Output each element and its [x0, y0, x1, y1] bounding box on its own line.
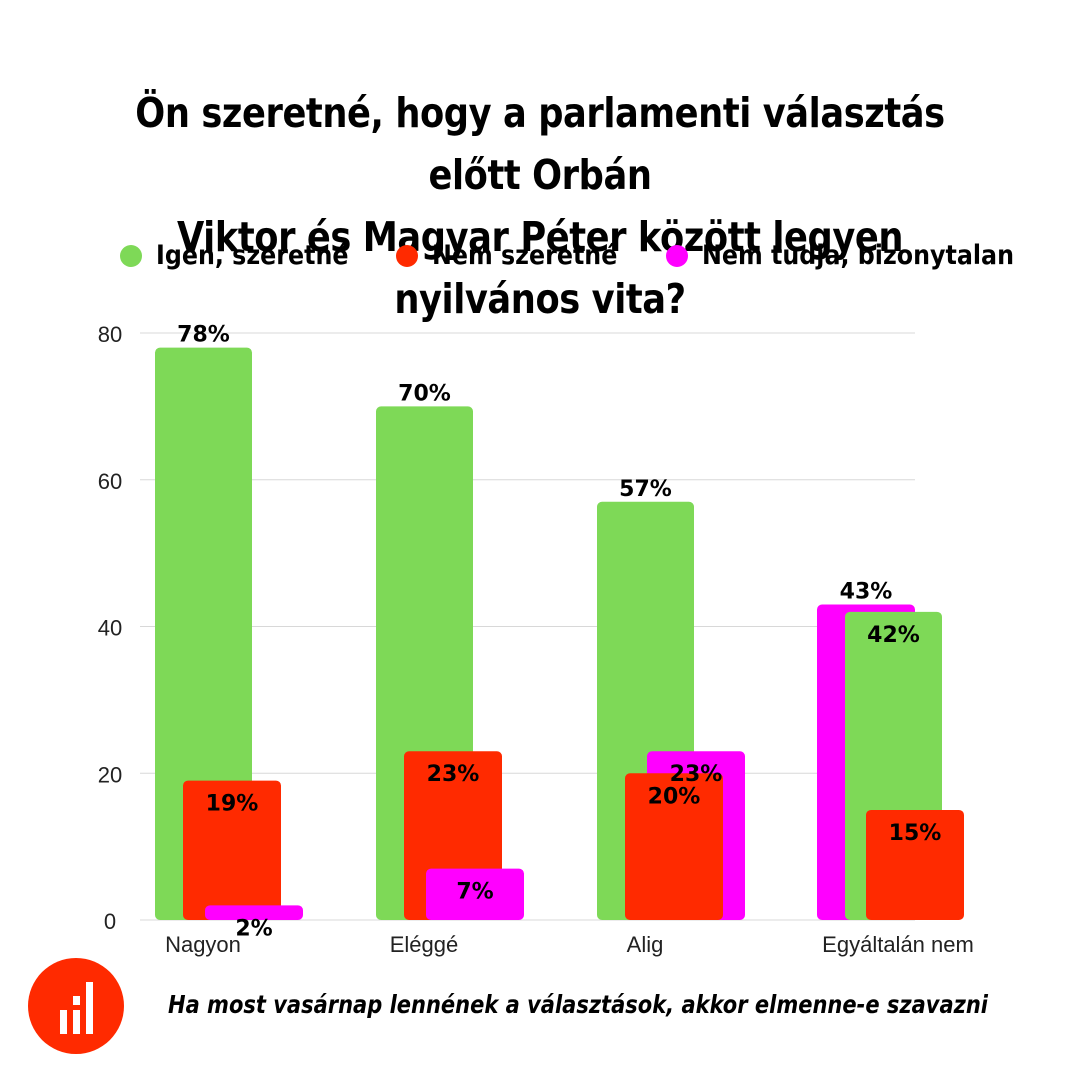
bar-nem-2: [625, 773, 723, 920]
x-tick-label: Egyáltalán nem: [822, 932, 974, 957]
data-label: 23%: [427, 762, 480, 787]
data-label: 23%: [670, 762, 723, 787]
data-label: 70%: [398, 381, 451, 406]
data-label: 43%: [840, 579, 893, 604]
legend-marker-green: [120, 244, 142, 267]
legend-item-igen: Igen, szeretné: [120, 240, 375, 271]
x-tick-label: Nagyon: [165, 932, 241, 957]
data-label: 57%: [619, 477, 672, 502]
y-tick-label: 40: [98, 616, 122, 641]
chart-title: Ön szeretné, hogy a parlamenti választás…: [93, 82, 987, 330]
y-tick-label: 80: [98, 322, 122, 347]
data-label: 20%: [648, 784, 701, 809]
bar-igen-0: [155, 347, 252, 920]
logo: [28, 958, 124, 1054]
bar-nem-3: [866, 809, 964, 920]
chart-title-line-1: Ön szeretné, hogy a parlamenti választás…: [135, 89, 945, 199]
y-tick-label: 60: [98, 469, 122, 494]
data-label: 78%: [177, 323, 230, 348]
legend-label-bizonytalan: Nem tudja, bizonytalan: [702, 240, 1014, 271]
legend-label-igen: Igen, szeretné: [156, 240, 349, 271]
legend-item-bizonytalan: Nem tudja, bizonytalan: [666, 240, 1057, 271]
bar-nem-0: [183, 780, 281, 920]
data-label: 7%: [456, 880, 493, 905]
x-tick-label: Eléggé: [390, 932, 459, 957]
y-tick-label: 20: [98, 762, 122, 787]
x-axis-title: Ha most vasárnap lennének a választások,…: [168, 990, 988, 1019]
y-tick-label: 0: [104, 909, 116, 934]
legend: Igen, szeretné Nem szeretné Nem tudja, b…: [0, 240, 1080, 280]
data-label: 2%: [235, 916, 272, 941]
data-label: 42%: [867, 623, 920, 648]
bar-chart: 0 20 40 60 80 78% 19% 2%Nagyon 70% 23% 7% Eléggé 57%…: [98, 322, 974, 957]
legend-item-nem: Nem szeretné: [396, 240, 643, 271]
bar-bizonytalan-0: [205, 905, 303, 920]
legend-marker-magenta: [666, 244, 688, 267]
legend-marker-red: [396, 244, 418, 267]
x-tick-label: Alig: [627, 932, 664, 957]
data-label: 15%: [889, 821, 942, 846]
chart-title-line-2: Viktor és Magyar Péter között legyen nyi…: [176, 213, 904, 323]
bar-bizonytalan-1: [426, 868, 524, 920]
legend-label-nem: Nem szeretné: [432, 240, 618, 271]
bar-chart-icon: [60, 982, 93, 1034]
data-label: 19%: [206, 792, 259, 817]
